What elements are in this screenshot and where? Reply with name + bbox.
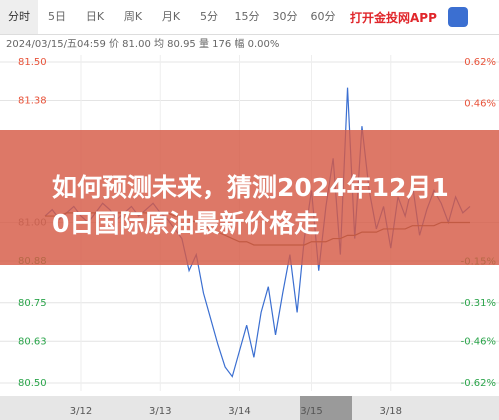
y2-tick-label: -0.46% [461, 337, 496, 348]
y-tick-label: 80.75 [18, 298, 47, 309]
tab[interactable]: 60分 [310, 10, 336, 23]
y-tick-label: 81.38 [18, 96, 47, 107]
x-tick-label: 3/18 [380, 406, 402, 417]
tab[interactable]: 5分 [200, 10, 218, 23]
y2-tick-label: -0.62% [461, 378, 496, 389]
navigator [0, 396, 499, 420]
y2-tick-label: 0.62% [464, 57, 496, 68]
app-icon[interactable] [448, 7, 468, 27]
tab[interactable]: 分时 [0, 0, 38, 34]
tab[interactable]: 周K [123, 10, 143, 23]
tab[interactable]: 30分 [272, 10, 298, 23]
tab[interactable]: 日K [85, 10, 105, 23]
y2-tick-label: -0.31% [461, 298, 496, 309]
tab[interactable]: 月K [161, 10, 181, 23]
app-link[interactable]: 打开金投网APP [350, 11, 437, 25]
x-tick-label: 3/15 [300, 406, 322, 417]
y-tick-label: 80.50 [18, 378, 47, 389]
tab-bar: 分时 5日 日K 周K 月K 5分 15分 30分 60分 [0, 0, 499, 35]
y-tick-label: 81.50 [18, 57, 47, 68]
navigator-window [300, 396, 352, 420]
banner-title: 如何预测未来，猜测2024年12月10日国际原油最新价格走 [52, 173, 449, 238]
x-tick-label: 3/14 [228, 406, 250, 417]
x-tick-label: 3/13 [149, 406, 171, 417]
quote-info: 2024/03/15/五04:59 价 81.00 均 80.95 量 176 … [6, 39, 280, 50]
y2-tick-label: 0.46% [464, 98, 496, 109]
banner: 如何预测未来，猜测2024年12月10日国际原油最新价格走 [0, 130, 499, 265]
y-tick-label: 80.63 [18, 336, 47, 347]
x-tick-label: 3/12 [70, 406, 92, 417]
tab[interactable]: 5日 [48, 10, 66, 23]
tab[interactable]: 15分 [234, 10, 260, 23]
